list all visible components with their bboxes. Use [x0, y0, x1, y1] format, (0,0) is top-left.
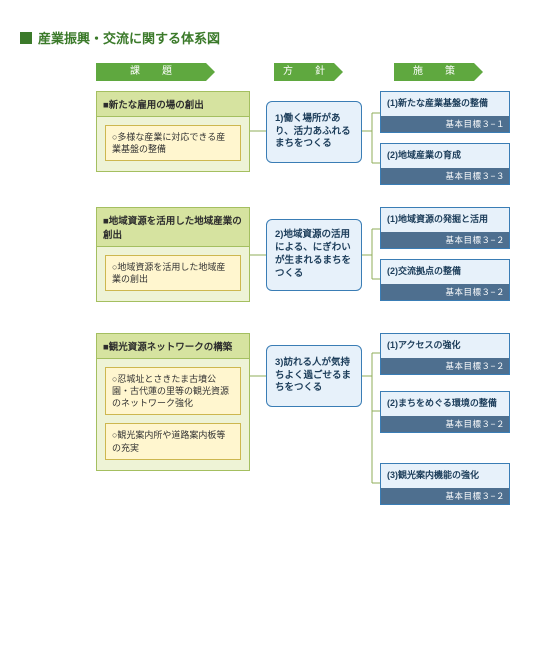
shisaku-box-6: (2)まちをめぐる環境の整備 基本目標３−２ [380, 391, 510, 433]
shisaku-title: (1)地域資源の発掘と活用 [381, 208, 509, 232]
shisaku-tag: 基本目標３−２ [381, 416, 509, 432]
diagram-area: ■新たな雇用の場の創出 ○多様な産業に対応できる産業基盤の整備 ■地域資源を活用… [20, 91, 515, 631]
shisaku-title: (1)アクセスの強化 [381, 334, 509, 358]
kadai-body: ○多様な産業に対応できる産業基盤の整備 [97, 117, 249, 171]
kadai-box-2: ■地域資源を活用した地域産業の創出 ○地域資源を活用した地域産業の創出 [96, 207, 250, 302]
shisaku-box-5: (1)アクセスの強化 基本目標３−２ [380, 333, 510, 375]
kadai-head: ■新たな雇用の場の創出 [97, 92, 249, 117]
shisaku-title: (2)地域産業の育成 [381, 144, 509, 168]
shisaku-box-1: (1)新たな産業基盤の整備 基本目標３−１ [380, 91, 510, 133]
shisaku-title: (1)新たな産業基盤の整備 [381, 92, 509, 116]
shisaku-title: (2)交流拠点の整備 [381, 260, 509, 284]
hoshin-box-1: 1)働く場所があり、活力あふれるまちをつくる [266, 101, 362, 163]
kadai-body: ○地域資源を活用した地域産業の創出 [97, 247, 249, 301]
kadai-box-1: ■新たな雇用の場の創出 ○多様な産業に対応できる産業基盤の整備 [96, 91, 250, 172]
shisaku-tag: 基本目標３−２ [381, 232, 509, 248]
col-header-shisaku: 施 策 [394, 63, 474, 81]
shisaku-tag: 基本目標３−２ [381, 358, 509, 374]
page-title: 産業振興・交流に関する体系図 [20, 28, 515, 47]
shisaku-box-7: (3)観光案内機能の強化 基本目標３−２ [380, 463, 510, 505]
hoshin-text: 2)地域資源の活用による、にぎわいが生まれるまちをつくる [275, 229, 353, 280]
title-square-icon [20, 32, 32, 44]
shisaku-title: (2)まちをめぐる環境の整備 [381, 392, 509, 416]
kadai-body: ○忍城址とさきたま古墳公園・古代蓮の里等の観光資源のネットワーク強化 ○観光案内… [97, 359, 249, 470]
shisaku-title: (3)観光案内機能の強化 [381, 464, 509, 488]
shisaku-tag: 基本目標３−３ [381, 168, 509, 184]
shisaku-tag: 基本目標３−２ [381, 488, 509, 504]
kadai-detail: ○地域資源を活用した地域産業の創出 [105, 255, 241, 291]
col-header-kadai: 課 題 [96, 63, 206, 81]
kadai-detail: ○多様な産業に対応できる産業基盤の整備 [105, 125, 241, 161]
kadai-head: ■地域資源を活用した地域産業の創出 [97, 208, 249, 247]
column-headers: 課 題 方 針 施 策 [20, 63, 515, 83]
kadai-detail: ○忍城址とさきたま古墳公園・古代蓮の里等の観光資源のネットワーク強化 [105, 367, 241, 415]
kadai-detail: ○観光案内所や道路案内板等の充実 [105, 423, 241, 459]
hoshin-box-3: 3)訪れる人が気持ちよく過ごせるまちをつくる [266, 345, 362, 407]
shisaku-box-2: (2)地域産業の育成 基本目標３−３ [380, 143, 510, 185]
shisaku-tag: 基本目標３−２ [381, 284, 509, 300]
shisaku-box-4: (2)交流拠点の整備 基本目標３−２ [380, 259, 510, 301]
col-header-hoshin: 方 針 [274, 63, 334, 81]
hoshin-text: 3)訪れる人が気持ちよく過ごせるまちをつくる [275, 357, 353, 395]
kadai-head: ■観光資源ネットワークの構築 [97, 334, 249, 359]
shisaku-tag: 基本目標３−１ [381, 116, 509, 132]
kadai-box-3: ■観光資源ネットワークの構築 ○忍城址とさきたま古墳公園・古代蓮の里等の観光資源… [96, 333, 250, 471]
hoshin-box-2: 2)地域資源の活用による、にぎわいが生まれるまちをつくる [266, 219, 362, 291]
page-title-text: 産業振興・交流に関する体系図 [38, 28, 220, 47]
hoshin-text: 1)働く場所があり、活力あふれるまちをつくる [275, 113, 353, 151]
shisaku-box-3: (1)地域資源の発掘と活用 基本目標３−２ [380, 207, 510, 249]
page: 産業振興・交流に関する体系図 課 題 方 針 施 策 [0, 0, 535, 651]
